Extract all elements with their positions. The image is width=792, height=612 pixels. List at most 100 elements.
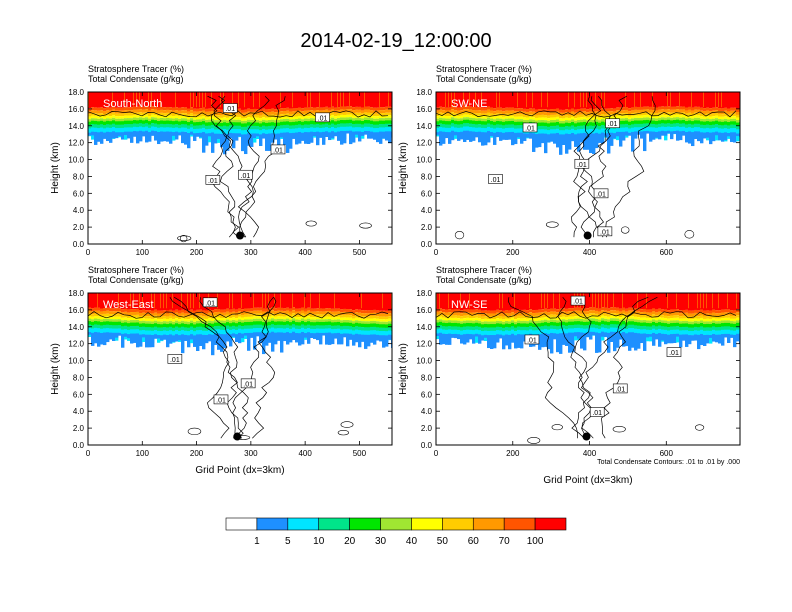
shade-cell xyxy=(736,322,740,330)
shade-cell xyxy=(115,314,119,317)
shade-cell xyxy=(637,322,641,328)
shade-cell xyxy=(610,320,614,325)
shade-cell xyxy=(535,134,539,148)
shade-cell xyxy=(574,92,578,110)
shade-cell xyxy=(244,314,248,317)
shade-cell xyxy=(223,318,227,321)
shade-cell xyxy=(499,121,503,128)
shade-cell xyxy=(151,324,155,330)
shade-cell xyxy=(103,111,107,114)
shade-cell xyxy=(277,114,281,118)
shade-cell xyxy=(148,313,152,317)
shade-cell xyxy=(577,117,581,120)
shade-cell xyxy=(88,293,92,308)
shade-cell xyxy=(325,328,329,335)
shade-cell xyxy=(460,293,464,311)
shade-cell xyxy=(304,92,308,108)
shade-cell xyxy=(640,320,644,324)
shade-cell xyxy=(373,293,377,310)
y-tick-label: 0.0 xyxy=(421,441,433,450)
shade-cell xyxy=(166,112,170,116)
shade-cell xyxy=(634,293,638,309)
shade-cell xyxy=(601,293,602,309)
shade-cell xyxy=(439,117,443,121)
shade-cell xyxy=(202,92,203,108)
shade-cell xyxy=(235,320,239,325)
shade-cell xyxy=(601,310,605,314)
shade-cell xyxy=(667,92,671,107)
shade-cell xyxy=(145,130,149,143)
shade-cell xyxy=(514,92,518,109)
shade-cell xyxy=(220,334,224,352)
shade-cell xyxy=(580,310,584,314)
shade-cell xyxy=(610,92,614,109)
shade-cell xyxy=(262,122,266,128)
shade-cell xyxy=(460,107,464,111)
shade-cell xyxy=(289,108,293,112)
shade-cell xyxy=(568,120,572,125)
shade-cell xyxy=(481,107,485,111)
shade-cell xyxy=(265,308,269,312)
colorbar-label: 40 xyxy=(406,536,418,547)
shade-cell xyxy=(637,311,641,315)
shade-cell xyxy=(94,124,98,130)
shade-cell xyxy=(604,114,608,118)
shade-cell xyxy=(364,114,368,118)
shade-cell xyxy=(445,113,449,117)
shade-cell xyxy=(439,321,443,328)
shade-cell xyxy=(469,320,473,326)
shade-cell xyxy=(142,115,146,118)
shade-cell xyxy=(481,335,485,341)
shade-cell xyxy=(313,319,317,325)
shade-cell xyxy=(97,316,101,319)
shade-cell xyxy=(115,325,119,331)
shade-cell xyxy=(694,320,698,325)
shade-cell xyxy=(730,318,734,322)
shade-cell xyxy=(202,116,206,119)
shade-cell xyxy=(547,317,551,321)
shade-cell xyxy=(154,293,155,309)
shade-cell xyxy=(550,325,554,332)
shade-cell xyxy=(91,325,95,329)
shade-cell xyxy=(214,129,218,136)
shade-cell xyxy=(709,318,713,322)
shade-cell xyxy=(127,92,131,108)
y-axis-label: Height (km) xyxy=(50,142,61,194)
shade-cell xyxy=(343,317,347,320)
contour-line xyxy=(571,296,592,439)
shade-cell xyxy=(463,130,467,143)
shade-cell xyxy=(169,118,173,122)
y-tick-label: 6.0 xyxy=(421,390,433,399)
shade-cell xyxy=(736,333,740,342)
shade-cell xyxy=(223,114,227,118)
contour-blob xyxy=(545,221,559,228)
shade-cell xyxy=(103,319,107,323)
shade-cell xyxy=(304,322,308,328)
shade-cell xyxy=(346,322,350,328)
shade-cell xyxy=(292,307,296,311)
shade-cell xyxy=(253,133,257,139)
shade-cell xyxy=(220,323,224,327)
shade-cell xyxy=(100,308,104,312)
shade-cell xyxy=(580,313,584,317)
shade-cell xyxy=(508,293,512,311)
shade-cell xyxy=(607,314,611,317)
shade-cell xyxy=(697,127,701,136)
shade-cell xyxy=(358,117,362,123)
shade-cell xyxy=(118,113,122,117)
shade-cell xyxy=(226,311,230,315)
shade-cell xyxy=(145,316,149,319)
shade-cell xyxy=(712,121,716,126)
shade-cell xyxy=(148,310,152,314)
shade-cell xyxy=(157,118,161,123)
shade-cell xyxy=(511,124,515,129)
y-tick-label: 18.0 xyxy=(68,289,84,298)
shade-cell xyxy=(133,329,137,336)
shade-cell xyxy=(715,92,719,108)
shade-cell xyxy=(220,326,224,334)
shade-cell xyxy=(286,121,290,127)
shade-cell xyxy=(241,109,245,113)
shade-cell xyxy=(361,118,365,124)
shade-cell xyxy=(661,92,665,107)
shade-cell xyxy=(694,123,698,129)
